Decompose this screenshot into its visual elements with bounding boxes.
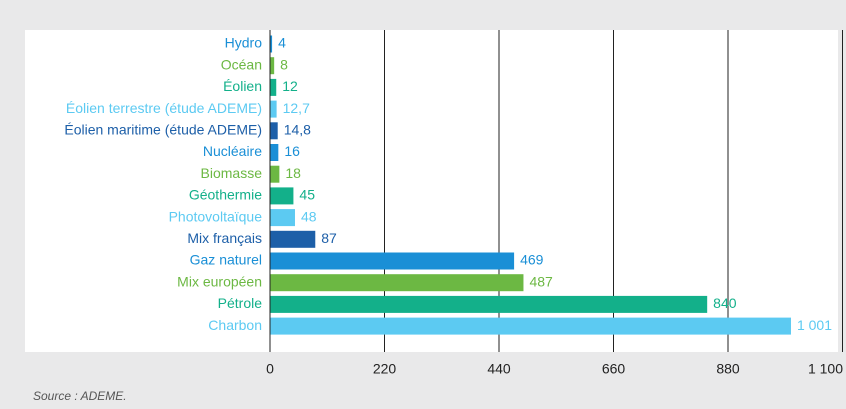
value-label: 8 — [280, 56, 288, 72]
value-label: 87 — [321, 230, 337, 246]
bar — [270, 252, 515, 270]
bar — [270, 35, 273, 53]
value-label: 14,8 — [284, 122, 311, 138]
x-tick-label: 1 100 — [808, 361, 843, 377]
value-label: 840 — [713, 295, 737, 311]
value-label: 18 — [285, 165, 301, 181]
bar — [270, 187, 294, 205]
x-tick-label: 440 — [487, 361, 511, 377]
y-tick-label: Mix européen — [177, 273, 262, 289]
bar — [270, 57, 275, 75]
y-tick-label: Biomasse — [201, 165, 263, 181]
value-label: 16 — [284, 143, 300, 159]
y-tick-label: Mix français — [187, 230, 262, 246]
y-tick-label: Océan — [221, 56, 262, 72]
y-tick-label: Photovoltaïque — [169, 208, 263, 224]
source: Source : ADEME. — [33, 389, 127, 403]
bar — [270, 165, 280, 183]
bar — [270, 100, 277, 118]
y-tick-label: Géothermie — [189, 187, 262, 203]
y-tick-label: Gaz naturel — [190, 252, 262, 268]
value-label: 45 — [299, 187, 315, 203]
y-tick-label: Éolien maritime (étude ADEME) — [64, 122, 262, 138]
y-tick-label: Éolien — [223, 78, 262, 94]
y-tick-label: Pétrole — [218, 295, 263, 311]
bar — [270, 78, 277, 96]
bar — [270, 122, 278, 140]
y-tick-label: Hydro — [225, 35, 263, 51]
x-tick-label: 0 — [266, 361, 274, 377]
bar — [270, 144, 279, 161]
value-label: 12,7 — [283, 100, 310, 116]
value-label: 12 — [282, 78, 298, 94]
y-tick-label: Charbon — [208, 317, 262, 333]
x-tick-label: 880 — [716, 361, 740, 377]
y-tick-label: Éolien terrestre (étude ADEME) — [66, 100, 262, 116]
value-label: 487 — [529, 273, 553, 289]
bar — [270, 209, 295, 227]
value-label: 4 — [278, 35, 286, 51]
bar — [270, 317, 791, 335]
bar — [270, 274, 524, 292]
x-tick-label: 220 — [373, 361, 397, 377]
bar — [270, 295, 708, 313]
value-label: 48 — [301, 208, 317, 224]
x-tick-label: 660 — [602, 361, 626, 377]
value-label: 469 — [520, 252, 544, 268]
y-tick-label: Nucléaire — [203, 143, 262, 159]
bar — [270, 230, 316, 248]
value-label: 1 001 — [797, 317, 832, 333]
